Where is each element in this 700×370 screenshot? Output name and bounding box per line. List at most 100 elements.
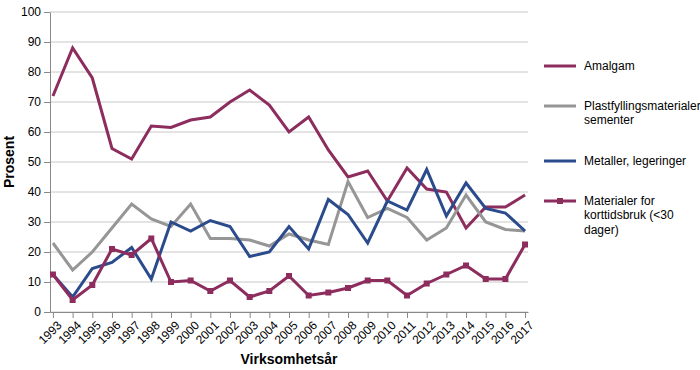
x-tick-mark bbox=[269, 312, 270, 318]
series-marker bbox=[502, 276, 508, 282]
x-tick-mark bbox=[132, 312, 133, 318]
x-tick-mark bbox=[348, 312, 349, 318]
y-tick-label: 0 bbox=[34, 305, 41, 319]
series-marker bbox=[345, 285, 351, 291]
y-tick-label: 80 bbox=[28, 65, 42, 79]
x-tick-mark bbox=[73, 312, 74, 318]
x-tick-label: 2017 bbox=[508, 318, 537, 347]
series-marker bbox=[463, 263, 469, 269]
y-tick: 50 bbox=[28, 155, 50, 169]
x-tick-mark bbox=[486, 312, 487, 318]
y-tick-label: 50 bbox=[28, 155, 42, 169]
x-tick-mark bbox=[466, 312, 467, 318]
y-tick-mark bbox=[44, 282, 50, 283]
x-tick-mark bbox=[92, 312, 93, 318]
series-marker bbox=[247, 294, 253, 300]
grid bbox=[50, 12, 528, 312]
y-tick-mark bbox=[44, 222, 50, 223]
legend-label: Plastfyllingsmaterialer,sementer bbox=[584, 99, 700, 127]
series-marker bbox=[404, 293, 410, 299]
series-group bbox=[50, 48, 528, 303]
y-tick-mark bbox=[44, 312, 50, 313]
y-tick: 80 bbox=[28, 65, 50, 79]
y-tick-mark bbox=[44, 132, 50, 133]
series-marker bbox=[109, 246, 115, 252]
grid-line bbox=[50, 162, 528, 163]
legend-label-line: Amalgam bbox=[584, 59, 635, 73]
x-tick-mark bbox=[407, 312, 408, 318]
legend-swatch bbox=[544, 65, 576, 68]
y-tick-label: 20 bbox=[28, 245, 42, 259]
legend-item: Amalgam bbox=[544, 59, 635, 73]
y-tick: 0 bbox=[34, 305, 50, 319]
x-tick-mark bbox=[191, 312, 192, 318]
grid-line bbox=[50, 192, 528, 193]
x-tick-mark bbox=[250, 312, 251, 318]
x-tick: 2017 bbox=[508, 312, 537, 347]
series-marker bbox=[443, 272, 449, 278]
x-tick-mark bbox=[112, 312, 113, 318]
series-marker bbox=[70, 297, 76, 303]
x-axis: 1993199419951996199719981999200020012002… bbox=[36, 312, 537, 347]
y-tick: 60 bbox=[28, 125, 50, 139]
x-tick-mark bbox=[446, 312, 447, 318]
y-tick-mark bbox=[44, 162, 50, 163]
series-marker bbox=[286, 273, 292, 279]
legend-swatch bbox=[544, 160, 576, 163]
y-tick-label: 40 bbox=[28, 185, 42, 199]
x-tick-mark bbox=[387, 312, 388, 318]
x-tick-mark bbox=[230, 312, 231, 318]
x-tick-mark bbox=[427, 312, 428, 318]
series-marker bbox=[207, 288, 213, 294]
legend-label-line: dager) bbox=[584, 223, 619, 237]
series-marker bbox=[365, 278, 371, 284]
series-marker bbox=[483, 276, 489, 282]
series-line bbox=[53, 239, 525, 301]
y-tick-mark bbox=[44, 102, 50, 103]
x-tick-mark bbox=[309, 312, 310, 318]
legend-label-line: Materialer for bbox=[584, 194, 655, 208]
legend-label: Materialer forkorttidsbruk (<30dager) bbox=[584, 194, 674, 237]
y-tick: 70 bbox=[28, 95, 50, 109]
y-tick: 30 bbox=[28, 215, 50, 229]
legend-item: Materialer forkorttidsbruk (<30dager) bbox=[544, 194, 674, 237]
series-marker bbox=[384, 278, 390, 284]
y-tick-label: 60 bbox=[28, 125, 42, 139]
legend: Amalgam Plastfyllingsmaterialer,sementer M… bbox=[544, 59, 700, 237]
y-tick-label: 30 bbox=[28, 215, 42, 229]
legend-marker bbox=[557, 198, 563, 204]
series-marker bbox=[227, 278, 233, 284]
y-axis-line bbox=[50, 13, 51, 313]
legend-label-line: korttidsbruk (<30 bbox=[584, 208, 674, 222]
grid-line bbox=[50, 72, 528, 73]
x-tick-mark bbox=[289, 312, 290, 318]
y-tick: 20 bbox=[28, 245, 50, 259]
x-tick-mark bbox=[368, 312, 369, 318]
x-axis-title: Virksomhetsår bbox=[240, 351, 338, 367]
series-line bbox=[53, 170, 525, 298]
legend-label-line: Plastfyllingsmaterialer, bbox=[584, 99, 700, 113]
series-marker bbox=[266, 288, 272, 294]
plot-area: 0102030405060708090100199319941995199619… bbox=[21, 5, 537, 347]
legend-label: Metaller, legeringer bbox=[584, 154, 686, 168]
grid-line bbox=[50, 282, 528, 283]
y-tick-label: 90 bbox=[28, 35, 42, 49]
legend-swatch bbox=[544, 105, 576, 108]
series-marker bbox=[306, 293, 312, 299]
series-marker bbox=[129, 252, 135, 258]
chart: 0102030405060708090100199319941995199619… bbox=[0, 0, 700, 370]
grid-line bbox=[50, 42, 528, 43]
x-tick-mark bbox=[525, 312, 526, 318]
grid-line bbox=[50, 222, 528, 223]
y-tick: 90 bbox=[28, 35, 50, 49]
y-tick-mark bbox=[44, 12, 50, 13]
x-tick-mark bbox=[53, 312, 54, 318]
series-marker bbox=[325, 290, 331, 296]
grid-line bbox=[50, 102, 528, 103]
y-axis-title: Prosent bbox=[1, 136, 17, 188]
y-tick: 10 bbox=[28, 275, 50, 289]
series-marker bbox=[148, 236, 154, 242]
x-tick-mark bbox=[210, 312, 211, 318]
series-marker bbox=[89, 282, 95, 288]
y-tick-label: 10 bbox=[28, 275, 42, 289]
